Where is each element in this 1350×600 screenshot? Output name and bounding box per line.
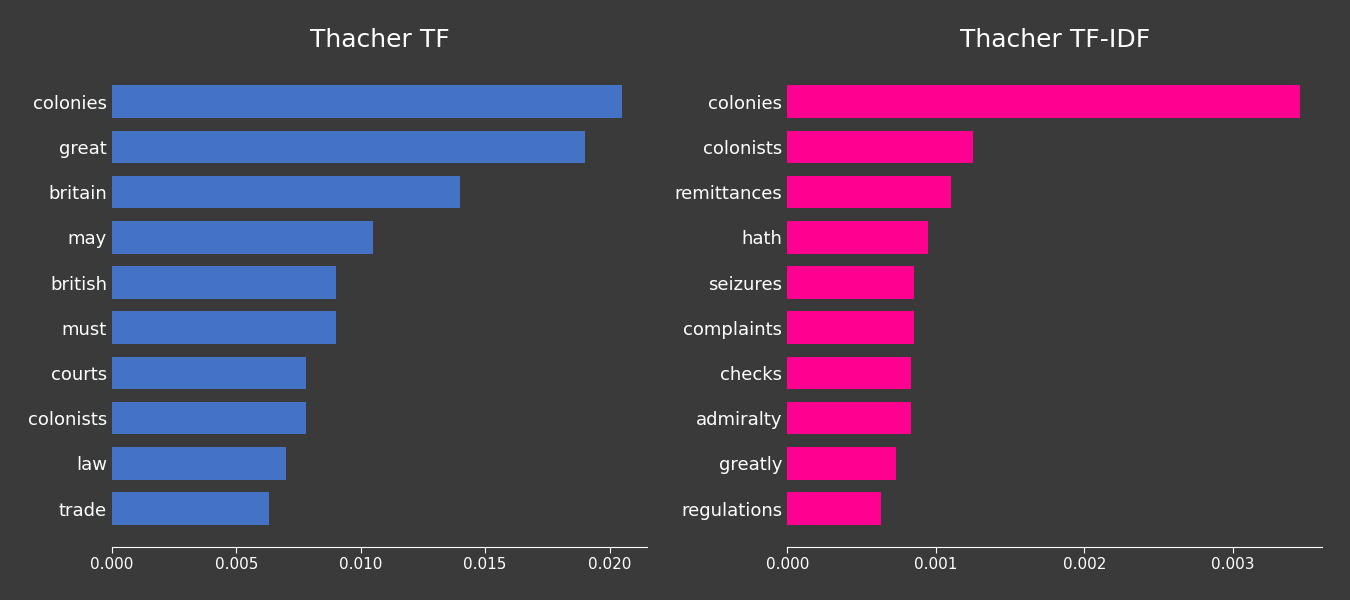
Bar [787, 311, 914, 344]
Bar [787, 85, 1300, 118]
Bar [112, 131, 585, 163]
Bar [112, 356, 306, 389]
Bar [112, 176, 460, 208]
Bar [112, 311, 336, 344]
Bar [787, 266, 914, 299]
Bar [112, 492, 269, 525]
Bar [112, 266, 336, 299]
Title: Thacher TF: Thacher TF [309, 28, 450, 52]
Bar [112, 85, 622, 118]
Bar [787, 447, 896, 479]
Bar [787, 356, 911, 389]
Bar [787, 492, 880, 525]
Bar [112, 447, 286, 479]
Bar [112, 402, 306, 434]
Bar [787, 131, 973, 163]
Bar [787, 402, 911, 434]
Bar [787, 176, 950, 208]
Bar [787, 221, 929, 254]
Title: Thacher TF-IDF: Thacher TF-IDF [960, 28, 1150, 52]
Bar [112, 221, 373, 254]
